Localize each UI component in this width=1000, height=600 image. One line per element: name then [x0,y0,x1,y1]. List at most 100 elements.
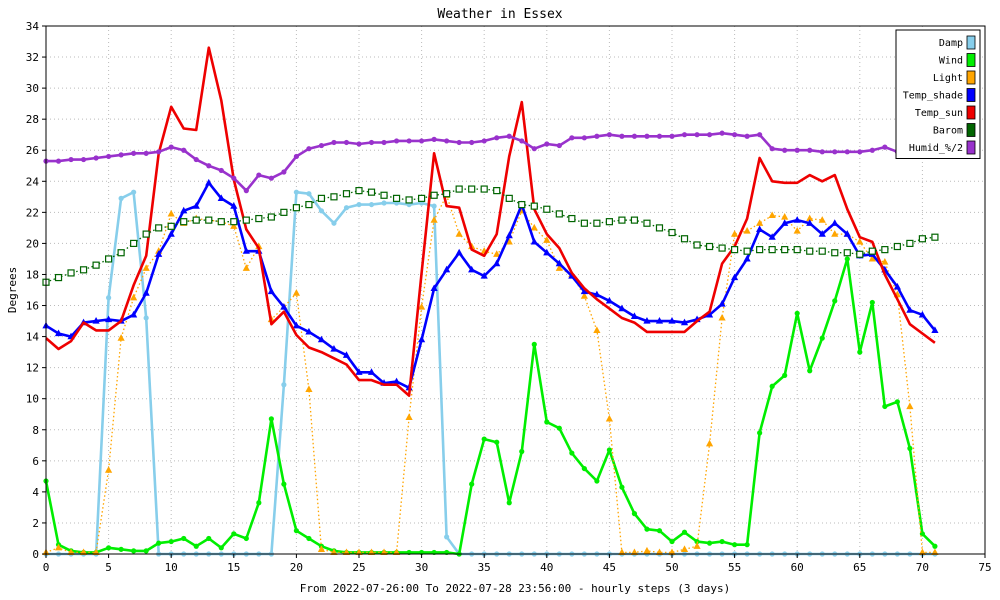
data-point [106,545,112,551]
data-point [857,349,863,355]
data-point [782,372,788,379]
data-point [644,526,650,532]
data-point [242,247,250,254]
data-point [342,190,351,198]
data-point [531,341,537,347]
data-point [705,242,714,251]
data-point [705,439,714,447]
legend-label: Temp_sun [915,108,963,119]
legend-swatch [966,70,976,85]
x-tick-label: 10 [165,561,178,574]
data-point [769,383,775,389]
data-point [67,269,75,277]
data-point [292,204,300,212]
data-point [831,219,839,226]
data-point [443,190,451,198]
data-point [381,200,387,206]
data-point [330,193,338,201]
data-point [54,329,63,337]
data-point [768,211,776,219]
data-point [656,528,663,534]
data-point [281,481,287,487]
data-point [732,542,738,548]
data-point [180,206,188,214]
data-point [231,175,237,181]
legend-swatch [966,53,976,67]
data-point [694,132,700,138]
x-axis-label: From 2022-07-26:00 To 2022-07-28 23:56:0… [300,582,730,595]
data-point [181,535,187,542]
data-point [54,273,63,282]
data-point [206,535,212,542]
data-point [242,264,250,271]
data-point [405,196,413,204]
data-point [743,254,751,262]
data-point [305,327,313,335]
y-tick-label: 14 [26,331,40,344]
x-tick-label: 55 [728,561,741,574]
y-tick-label: 8 [32,424,39,437]
data-point [142,289,150,296]
data-point [643,219,651,227]
data-point [368,139,375,146]
data-point [293,189,299,195]
y-tick-label: 6 [32,455,39,468]
data-point [406,138,412,144]
data-point [367,368,376,375]
data-point [681,529,688,535]
data-point [605,414,613,422]
data-point [106,153,112,160]
legend-swatch [966,123,976,137]
data-point [619,484,625,490]
data-point [281,382,287,388]
data-point [167,209,175,217]
data-point [506,500,512,506]
data-point [644,133,650,139]
data-point [618,216,626,224]
data-point [756,225,764,233]
legend-label: Humid_%/2 [909,143,963,154]
data-point [305,200,313,209]
data-point [380,191,388,199]
data-point [556,142,562,149]
data-point [431,136,437,142]
data-point [731,273,739,281]
data-point [130,239,138,248]
data-point [418,303,426,310]
data-point [317,194,326,202]
data-point [806,247,814,255]
data-point [430,191,438,199]
x-tick-label: 15 [227,561,240,574]
data-point [231,531,237,537]
data-point [906,402,914,410]
data-point [581,135,587,141]
data-point [932,543,938,549]
data-point [806,219,814,226]
data-point [518,200,526,209]
data-point [243,188,249,194]
data-point [706,132,713,138]
data-point [255,214,263,223]
data-point [230,218,238,226]
data-point [868,254,876,262]
data-point [280,303,288,310]
x-tick-label: 20 [290,561,303,574]
data-point [705,310,714,318]
data-point [505,231,513,239]
data-point [405,413,413,420]
data-point [832,149,838,155]
data-point [92,548,100,556]
data-point [781,246,789,254]
data-point [630,216,639,224]
data-point [143,315,149,321]
data-point [317,335,326,343]
data-point [192,216,200,224]
data-point [267,287,275,295]
data-point [693,542,701,549]
data-point [193,156,199,163]
data-point [668,228,676,237]
data-point [206,163,212,169]
data-point [719,130,725,136]
data-point [643,546,651,554]
